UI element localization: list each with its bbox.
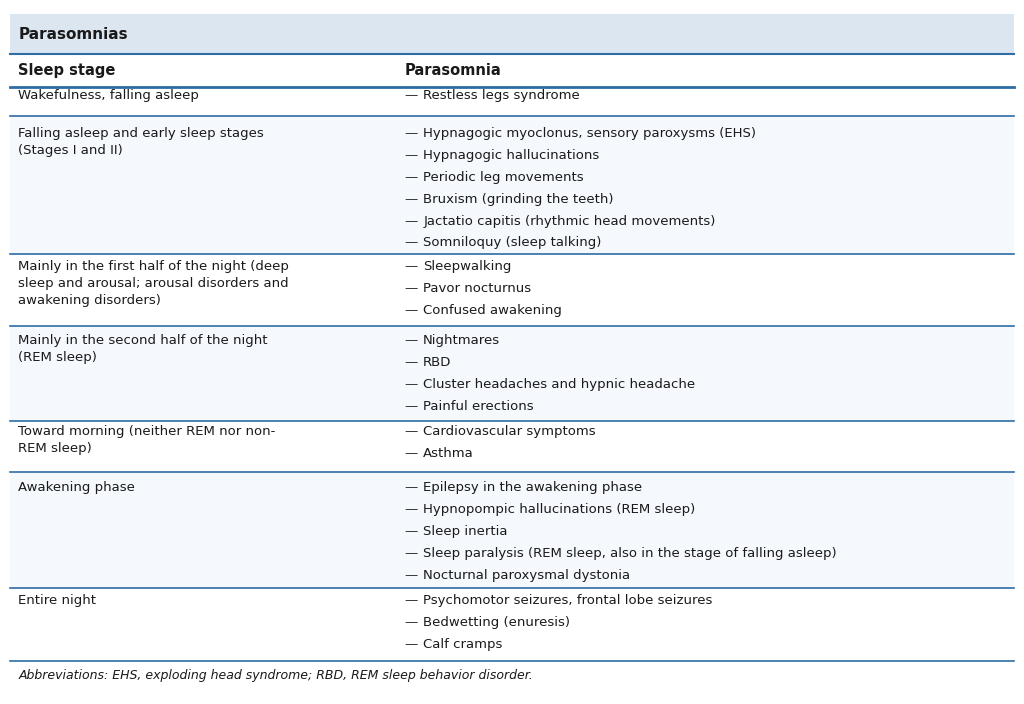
Text: Hypnagogic hallucinations: Hypnagogic hallucinations bbox=[423, 149, 599, 162]
Text: Epilepsy in the awakening phase: Epilepsy in the awakening phase bbox=[423, 481, 642, 494]
Text: Wakefulness, falling asleep: Wakefulness, falling asleep bbox=[18, 89, 200, 102]
Text: —: — bbox=[404, 616, 418, 629]
Bar bbox=[10, 54, 1014, 87]
Text: Entire night: Entire night bbox=[18, 593, 96, 607]
Text: Cluster headaches and hypnic headache: Cluster headaches and hypnic headache bbox=[423, 378, 695, 391]
Text: Bruxism (grinding the teeth): Bruxism (grinding the teeth) bbox=[423, 193, 613, 206]
Text: Awakening phase: Awakening phase bbox=[18, 481, 135, 494]
Text: —: — bbox=[404, 425, 418, 438]
Text: —: — bbox=[404, 481, 418, 494]
Text: —: — bbox=[404, 89, 418, 102]
Text: Sleepwalking: Sleepwalking bbox=[423, 260, 512, 272]
Text: Hypnagogic myoclonus, sensory paroxysms (EHS): Hypnagogic myoclonus, sensory paroxysms … bbox=[423, 127, 756, 140]
Text: —: — bbox=[404, 303, 418, 317]
Bar bbox=[10, 116, 1014, 254]
Text: Abbreviations: EHS, exploding head syndrome; RBD, REM sleep behavior disorder.: Abbreviations: EHS, exploding head syndr… bbox=[18, 669, 534, 681]
Text: —: — bbox=[404, 334, 418, 347]
Text: Calf cramps: Calf cramps bbox=[423, 638, 503, 650]
Text: Restless legs syndrome: Restless legs syndrome bbox=[423, 89, 580, 102]
Text: Periodic leg movements: Periodic leg movements bbox=[423, 171, 584, 184]
Text: Somniloquy (sleep talking): Somniloquy (sleep talking) bbox=[423, 237, 601, 249]
Text: —: — bbox=[404, 356, 418, 369]
Bar bbox=[10, 588, 1014, 660]
Text: Sleep inertia: Sleep inertia bbox=[423, 525, 508, 538]
Bar bbox=[10, 327, 1014, 421]
Text: Parasomnias: Parasomnias bbox=[18, 27, 128, 42]
Text: —: — bbox=[404, 638, 418, 650]
Text: Hypnopompic hallucinations (REM sleep): Hypnopompic hallucinations (REM sleep) bbox=[423, 503, 695, 516]
Text: Jactatio capitis (rhythmic head movements): Jactatio capitis (rhythmic head movement… bbox=[423, 215, 716, 227]
Text: Mainly in the first half of the night (deep
sleep and arousal; arousal disorders: Mainly in the first half of the night (d… bbox=[18, 260, 290, 307]
Text: Pavor nocturnus: Pavor nocturnus bbox=[423, 282, 531, 295]
Text: —: — bbox=[404, 260, 418, 272]
Text: Painful erections: Painful erections bbox=[423, 400, 534, 413]
Text: RBD: RBD bbox=[423, 356, 452, 369]
Text: —: — bbox=[404, 171, 418, 184]
Text: —: — bbox=[404, 282, 418, 295]
Text: —: — bbox=[404, 378, 418, 391]
Text: Parasomnia: Parasomnia bbox=[404, 63, 502, 78]
Text: Cardiovascular symptoms: Cardiovascular symptoms bbox=[423, 425, 596, 438]
Text: —: — bbox=[404, 525, 418, 538]
Bar bbox=[10, 421, 1014, 472]
Text: Nightmares: Nightmares bbox=[423, 334, 501, 347]
Text: —: — bbox=[404, 569, 418, 582]
Text: —: — bbox=[404, 547, 418, 560]
Text: —: — bbox=[404, 149, 418, 162]
Text: Sleep stage: Sleep stage bbox=[18, 63, 116, 78]
Text: —: — bbox=[404, 400, 418, 413]
Text: Nocturnal paroxysmal dystonia: Nocturnal paroxysmal dystonia bbox=[423, 569, 631, 582]
Text: —: — bbox=[404, 447, 418, 460]
Text: Mainly in the second half of the night
(REM sleep): Mainly in the second half of the night (… bbox=[18, 334, 268, 364]
Text: Psychomotor seizures, frontal lobe seizures: Psychomotor seizures, frontal lobe seizu… bbox=[423, 593, 713, 607]
Text: —: — bbox=[404, 593, 418, 607]
Text: —: — bbox=[404, 503, 418, 516]
Text: Confused awakening: Confused awakening bbox=[423, 303, 562, 317]
Text: —: — bbox=[404, 215, 418, 227]
Text: —: — bbox=[404, 237, 418, 249]
Text: Bedwetting (enuresis): Bedwetting (enuresis) bbox=[423, 616, 570, 629]
Text: Falling asleep and early sleep stages
(Stages I and II): Falling asleep and early sleep stages (S… bbox=[18, 127, 264, 157]
Text: Toward morning (neither REM nor non-
REM sleep): Toward morning (neither REM nor non- REM… bbox=[18, 425, 275, 455]
Text: Sleep paralysis (REM sleep, also in the stage of falling asleep): Sleep paralysis (REM sleep, also in the … bbox=[423, 547, 837, 560]
Text: —: — bbox=[404, 127, 418, 140]
Bar bbox=[10, 472, 1014, 588]
Text: —: — bbox=[404, 193, 418, 206]
Bar bbox=[10, 87, 1014, 116]
Bar bbox=[10, 254, 1014, 327]
Text: Asthma: Asthma bbox=[423, 447, 474, 460]
Bar bbox=[10, 14, 1014, 54]
